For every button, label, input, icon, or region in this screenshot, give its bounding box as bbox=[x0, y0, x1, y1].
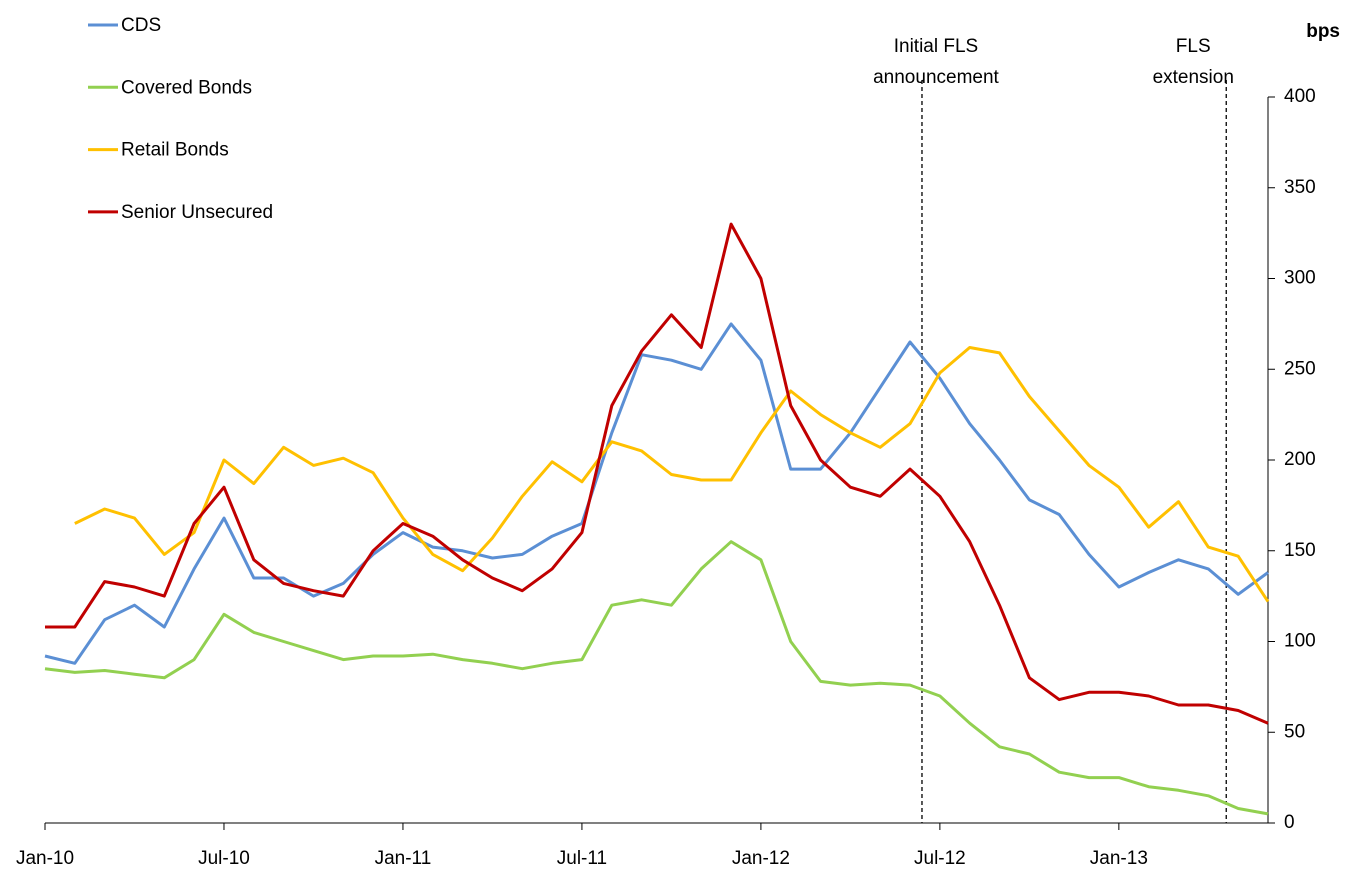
y-tick-label: 0 bbox=[1284, 812, 1295, 833]
x-tick-label: Jan-10 bbox=[16, 848, 74, 869]
x-tick-label: Jan-11 bbox=[375, 848, 432, 869]
series-line bbox=[45, 222, 1269, 725]
legend-label: Covered Bonds bbox=[121, 77, 252, 98]
y-tick-label: 400 bbox=[1284, 86, 1316, 107]
y-tick-label: 250 bbox=[1284, 358, 1316, 379]
legend-label: Senior Unsecured bbox=[121, 202, 273, 223]
series-line bbox=[74, 346, 1270, 603]
annotation-text: extension bbox=[1153, 67, 1234, 88]
y-axis-label: bps bbox=[1306, 21, 1340, 42]
y-tick-label: 350 bbox=[1284, 177, 1316, 198]
y-tick-label: 150 bbox=[1284, 540, 1316, 561]
x-tick-label: Jul-11 bbox=[557, 848, 607, 869]
x-tick-label: Jul-12 bbox=[914, 848, 966, 869]
x-tick-label: Jan-13 bbox=[1090, 848, 1148, 869]
x-tick-label: Jan-12 bbox=[732, 848, 790, 869]
annotation-text: FLS bbox=[1176, 36, 1211, 57]
y-tick-label: 300 bbox=[1284, 268, 1316, 289]
y-tick-label: 50 bbox=[1284, 721, 1305, 742]
series-line bbox=[44, 322, 1269, 665]
legend-label: Retail Bonds bbox=[121, 140, 229, 161]
annotation-text: Initial FLS bbox=[894, 36, 978, 57]
y-tick-label: 100 bbox=[1284, 631, 1316, 652]
y-tick-label: 200 bbox=[1284, 449, 1316, 470]
series-line bbox=[44, 540, 1269, 816]
legend-label: CDS bbox=[121, 15, 161, 36]
x-tick-label: Jul-10 bbox=[198, 848, 250, 869]
annotation-text: announcement bbox=[873, 67, 999, 88]
